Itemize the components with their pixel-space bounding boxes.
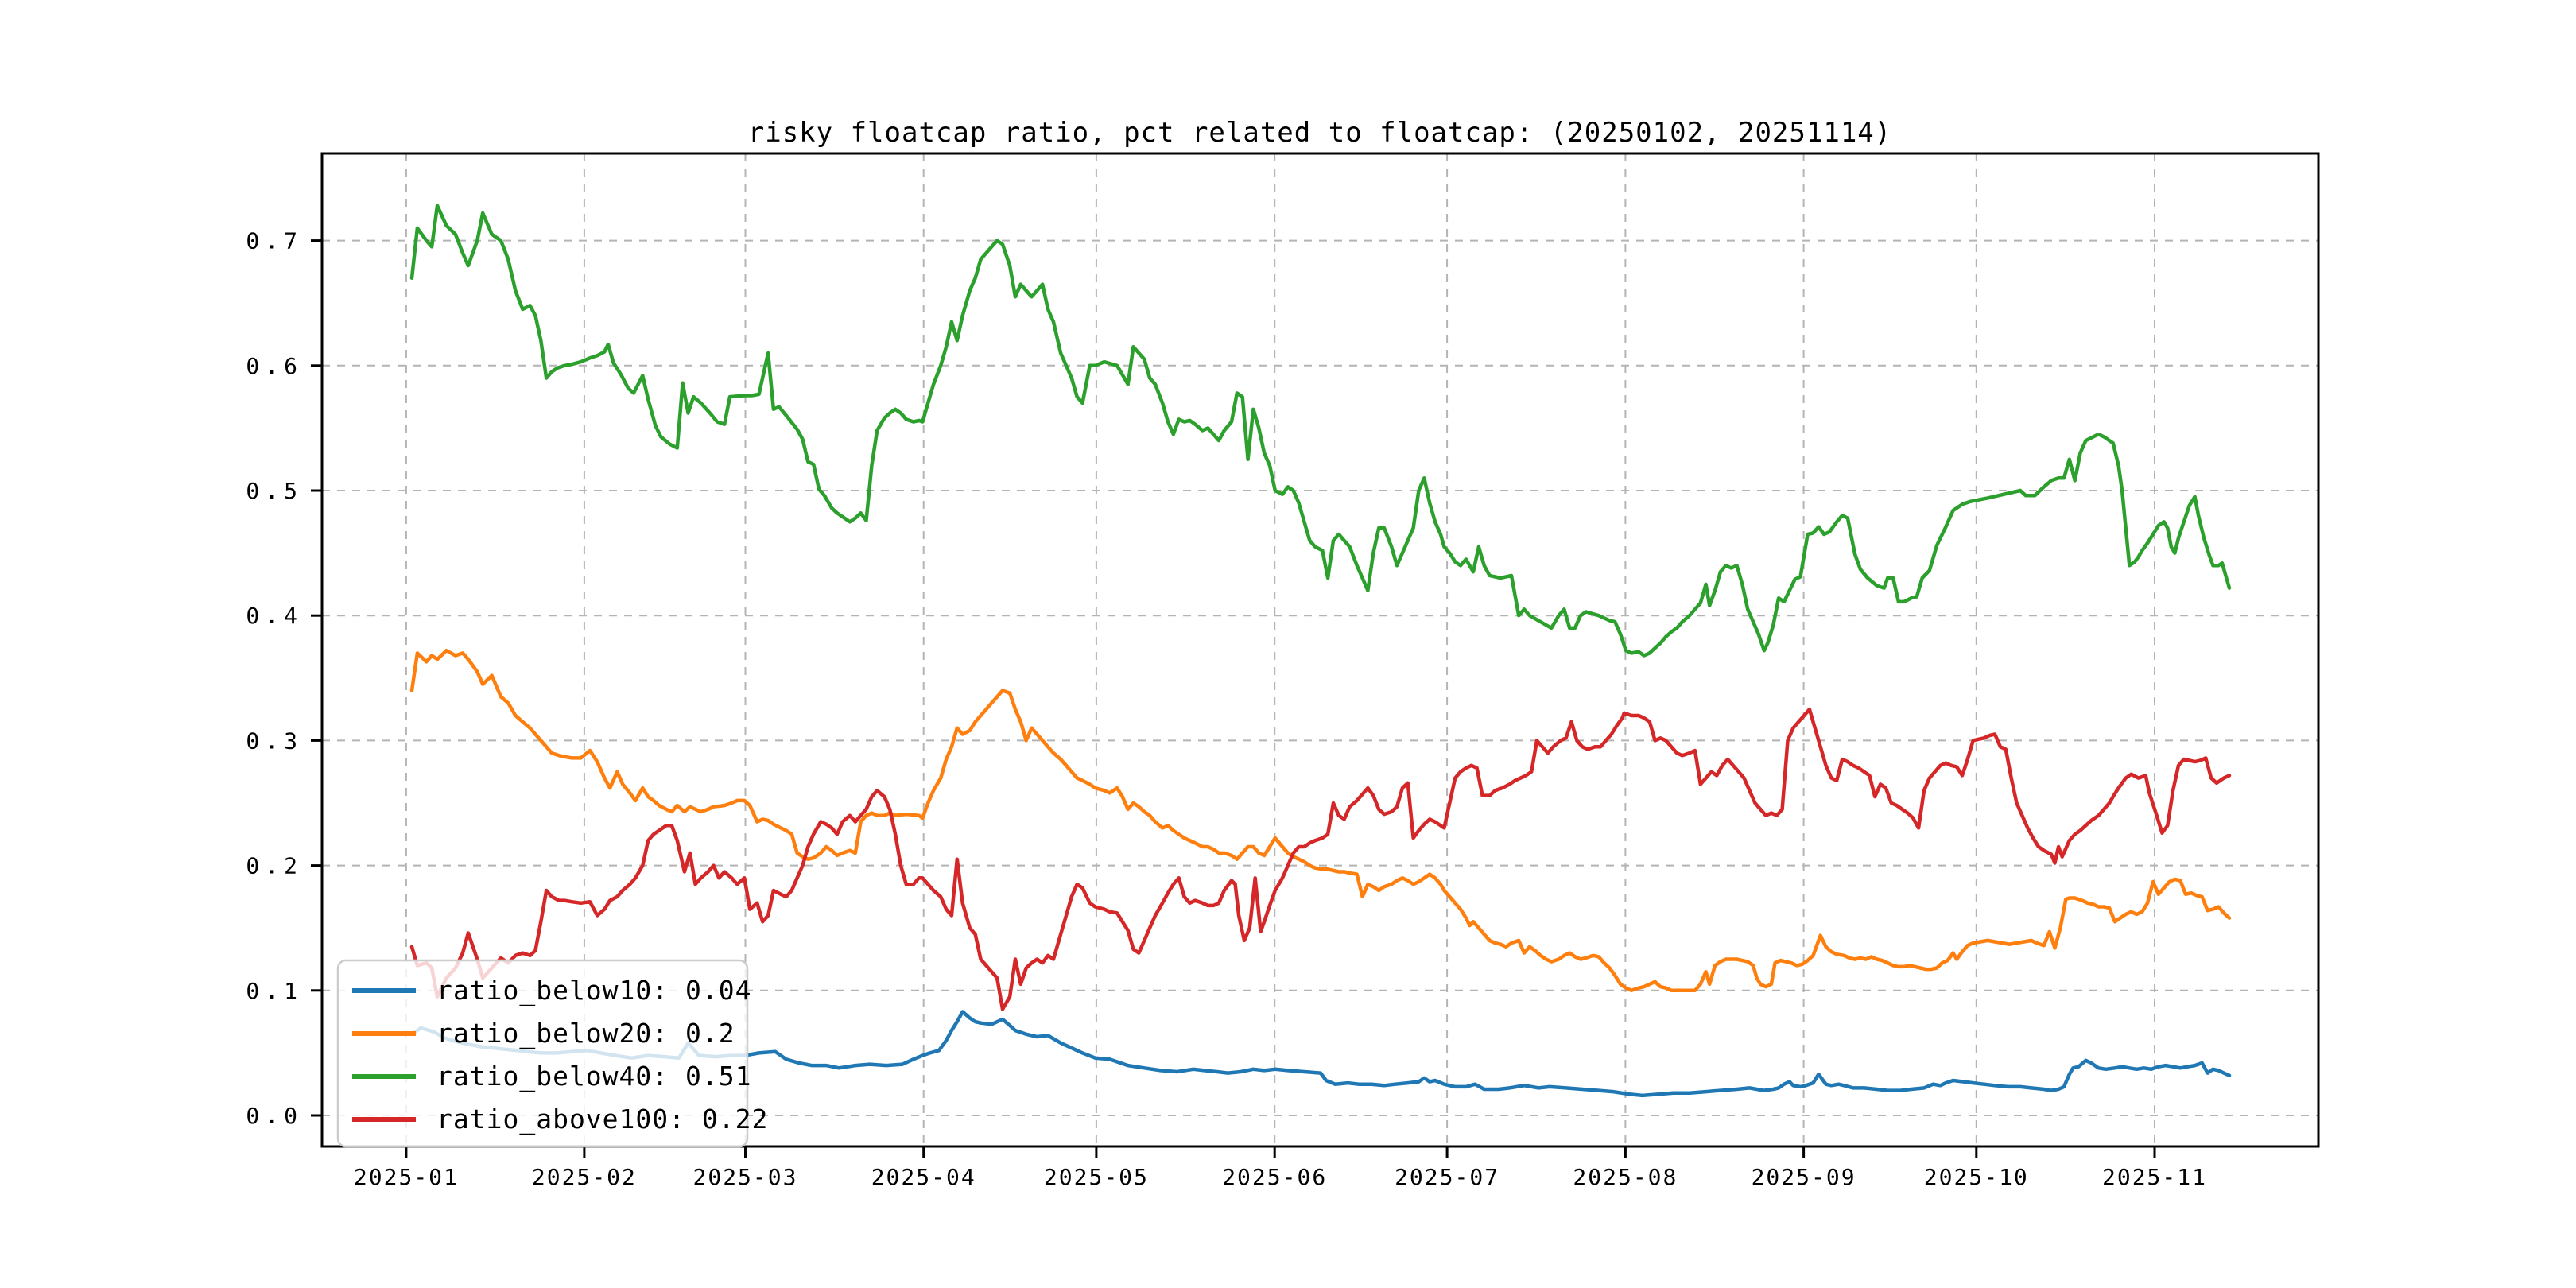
x-tick-label: 2025-04	[871, 1164, 976, 1190]
legend: ratio_below10: 0.04 ratio_below20: 0.2 rat…	[336, 959, 768, 1148]
legend-label: ratio_below40: 0.51	[436, 1061, 752, 1092]
y-tick-label: 0.3	[246, 727, 303, 754]
x-tick-label: 2025-03	[692, 1164, 797, 1190]
x-tick-label: 2025-11	[2102, 1164, 2207, 1190]
y-tick-label: 0.4	[246, 603, 303, 629]
x-tick-label: 2025-06	[1222, 1164, 1327, 1190]
y-tick-label: 0.0	[246, 1103, 303, 1129]
y-tick-label: 0.1	[246, 978, 303, 1004]
y-axis-labels: 0.0 0.1 0.2 0.3 0.4 0.5 0.6 0.7	[246, 228, 303, 1129]
series-ratio_below10	[409, 1010, 2232, 1098]
series-ratio_below20	[409, 648, 2232, 993]
x-tick-label: 2025-01	[354, 1164, 459, 1190]
axis-ticks	[311, 239, 2156, 1158]
x-axis-labels: 2025-01 2025-02 2025-03 2025-04 2025-05 2025-…	[354, 1164, 2207, 1190]
legend-box	[336, 959, 749, 1148]
x-tick-label: 2025-02	[532, 1164, 637, 1190]
x-tick-label: 2025-09	[1752, 1164, 1856, 1190]
series-ratio_above100	[409, 707, 2232, 1011]
series-lines	[409, 204, 2232, 1098]
y-tick-label: 0.5	[246, 478, 303, 504]
legend-label: ratio_above100: 0.22	[436, 1104, 768, 1135]
y-tick-label: 0.7	[246, 228, 303, 254]
chart-title: risky floatcap ratio, pct related to flo…	[748, 117, 1891, 149]
y-tick-label: 0.6	[246, 353, 303, 379]
y-tick-label: 0.2	[246, 853, 303, 879]
x-tick-label: 2025-07	[1395, 1164, 1499, 1190]
series-ratio_below40	[409, 204, 2232, 658]
legend-label: ratio_below10: 0.04	[436, 975, 752, 1007]
x-tick-label: 2025-10	[1924, 1164, 2029, 1190]
legend-label: ratio_below20: 0.2	[436, 1018, 735, 1049]
plot-border	[320, 152, 2320, 1148]
x-tick-label: 2025-05	[1044, 1164, 1149, 1190]
x-tick-label: 2025-08	[1573, 1164, 1678, 1190]
